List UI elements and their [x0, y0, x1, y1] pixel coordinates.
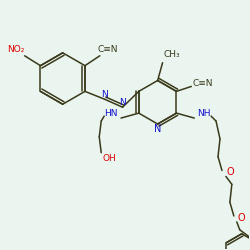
Text: O: O	[226, 168, 234, 177]
Text: O: O	[238, 213, 246, 223]
Text: N: N	[119, 98, 126, 107]
Text: NH: NH	[198, 109, 211, 118]
Text: HN: HN	[104, 109, 118, 118]
Text: C≡N: C≡N	[98, 45, 118, 54]
Text: N: N	[154, 124, 161, 134]
Text: N: N	[101, 90, 108, 99]
Text: OH: OH	[102, 154, 116, 163]
Text: CH₃: CH₃	[163, 50, 180, 59]
Text: NO₂: NO₂	[7, 45, 24, 54]
Text: C≡N: C≡N	[193, 79, 214, 88]
